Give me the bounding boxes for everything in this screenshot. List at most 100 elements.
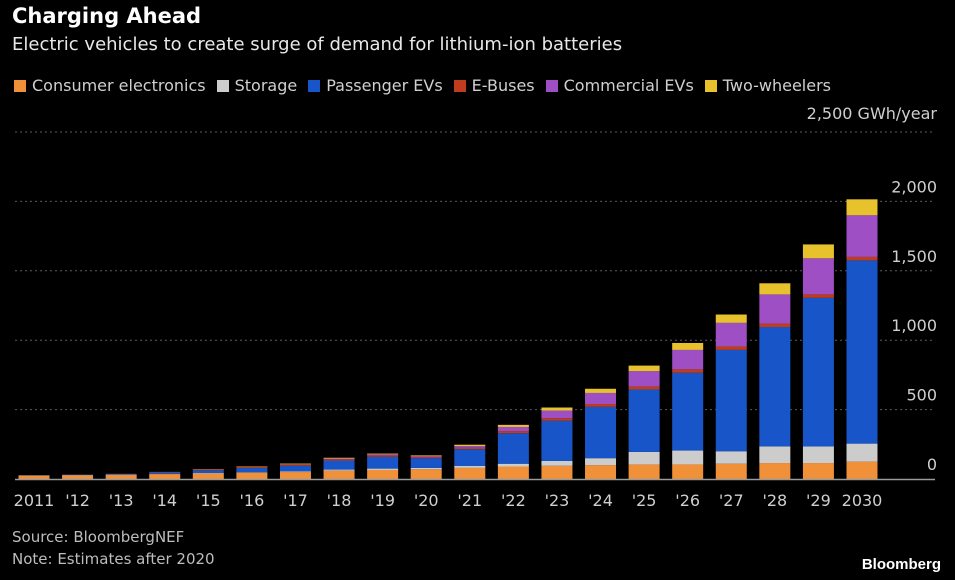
- bar-segment: [279, 471, 311, 473]
- bar-segment: [149, 472, 181, 474]
- bar-segment: [802, 446, 834, 464]
- bar-segment: [672, 464, 704, 479]
- legend: Consumer electronics Storage Passenger EVs…: [14, 76, 842, 95]
- bar-segment: [715, 463, 747, 479]
- bar-segment: [279, 472, 311, 479]
- legend-item: Consumer electronics: [14, 76, 206, 95]
- x-tick-label: 2030: [842, 491, 883, 510]
- bar-segment: [497, 466, 529, 479]
- bar-segment: [628, 365, 660, 372]
- bar-segment: [497, 431, 529, 434]
- x-tick-label: '28: [762, 491, 787, 510]
- bar-segment: [585, 465, 617, 479]
- note-text: Note: Estimates after 2020: [12, 550, 215, 568]
- bar-segment: [759, 294, 791, 324]
- bar-segment: [672, 450, 704, 465]
- bar-segment: [279, 464, 311, 466]
- bar-segment: [149, 474, 181, 479]
- bar-segment: [454, 467, 486, 479]
- x-tick-label: '23: [545, 491, 570, 510]
- y-tick-label: 2,000: [891, 177, 937, 196]
- x-tick-label: '21: [457, 491, 482, 510]
- bar-segment: [628, 371, 660, 387]
- bar-segment: [236, 472, 268, 473]
- bar-segment: [410, 457, 442, 459]
- bar-segment: [410, 458, 442, 468]
- bar-segment: [192, 473, 224, 479]
- bar-segment: [541, 410, 573, 419]
- bar-segment: [454, 465, 486, 468]
- bar-segment: [105, 473, 137, 475]
- y-tick-label: 500: [906, 386, 937, 405]
- bar-segment: [410, 456, 442, 458]
- bar-segment: [672, 372, 704, 451]
- bar-segment: [628, 389, 660, 452]
- bar-segment: [846, 215, 878, 257]
- x-tick-label: '14: [152, 491, 177, 510]
- bar-segment: [802, 463, 834, 479]
- bar-segment: [410, 467, 442, 470]
- legend-item: Passenger EVs: [308, 76, 443, 95]
- bar-segment: [497, 463, 529, 467]
- bar-segment: [192, 470, 224, 474]
- legend-label: Two-wheelers: [722, 76, 831, 95]
- legend-swatch: [453, 79, 466, 92]
- chart-subtitle: Electric vehicles to create surge of dem…: [12, 34, 623, 55]
- bar-segment: [367, 469, 399, 479]
- bar-segment: [367, 455, 399, 457]
- x-tick-label: '16: [240, 491, 265, 510]
- x-tick-label: '17: [283, 491, 308, 510]
- bar-segment: [715, 314, 747, 323]
- bar-segment: [192, 469, 224, 471]
- legend-item: Two-wheelers: [704, 76, 831, 95]
- legend-label: E-Buses: [471, 76, 535, 95]
- source-text: Source: BloombergNEF: [12, 528, 185, 546]
- bar-segment: [585, 458, 617, 466]
- bar-segment: [759, 323, 791, 328]
- legend-label: Passenger EVs: [326, 76, 443, 95]
- bloomberg-logo: Bloomberg: [861, 556, 941, 573]
- bar-segment: [18, 475, 50, 479]
- bar-segment: [715, 346, 747, 350]
- bar-segment: [541, 465, 573, 479]
- bar-segment: [846, 199, 878, 216]
- x-tick-label: '29: [806, 491, 831, 510]
- bar-segment: [672, 349, 704, 370]
- bar-segment: [236, 472, 268, 479]
- bar-segment: [497, 426, 529, 432]
- legend-item: Commercial EVs: [545, 76, 694, 95]
- bar-segment: [236, 467, 268, 469]
- bar-segment: [759, 463, 791, 479]
- bar-segment: [759, 283, 791, 295]
- bar-segment: [846, 260, 878, 444]
- bar-segment: [585, 404, 617, 407]
- bar-segment: [323, 470, 355, 479]
- bar-segment: [454, 447, 486, 450]
- bar-segment: [585, 406, 617, 459]
- unit-label: 2,500 GWh/year: [806, 104, 937, 123]
- bar-segment: [672, 369, 704, 373]
- x-tick-label: '24: [588, 491, 613, 510]
- bar-segment: [541, 418, 573, 421]
- bar-segment: [105, 474, 137, 479]
- bar-segment: [759, 446, 791, 464]
- bar-segment: [497, 424, 529, 427]
- y-tick-label: 1,500: [891, 247, 937, 266]
- bar-segment: [802, 258, 834, 295]
- bar-segment: [802, 294, 834, 298]
- legend-item: Storage: [216, 76, 297, 95]
- legend-swatch: [308, 79, 321, 92]
- bar-segment: [323, 460, 355, 470]
- bar-segment: [715, 322, 747, 347]
- source-note: Source: BloombergNEF Note: Estimates aft…: [12, 526, 215, 570]
- bar-segment: [628, 451, 660, 465]
- bar-segment: [672, 342, 704, 350]
- legend-item: E-Buses: [453, 76, 535, 95]
- bar-segment: [541, 420, 573, 461]
- bar-segment: [367, 456, 399, 469]
- legend-swatch: [545, 79, 558, 92]
- bar-segment: [628, 464, 660, 479]
- bar-segment: [628, 386, 660, 390]
- x-tick-label: '13: [109, 491, 134, 510]
